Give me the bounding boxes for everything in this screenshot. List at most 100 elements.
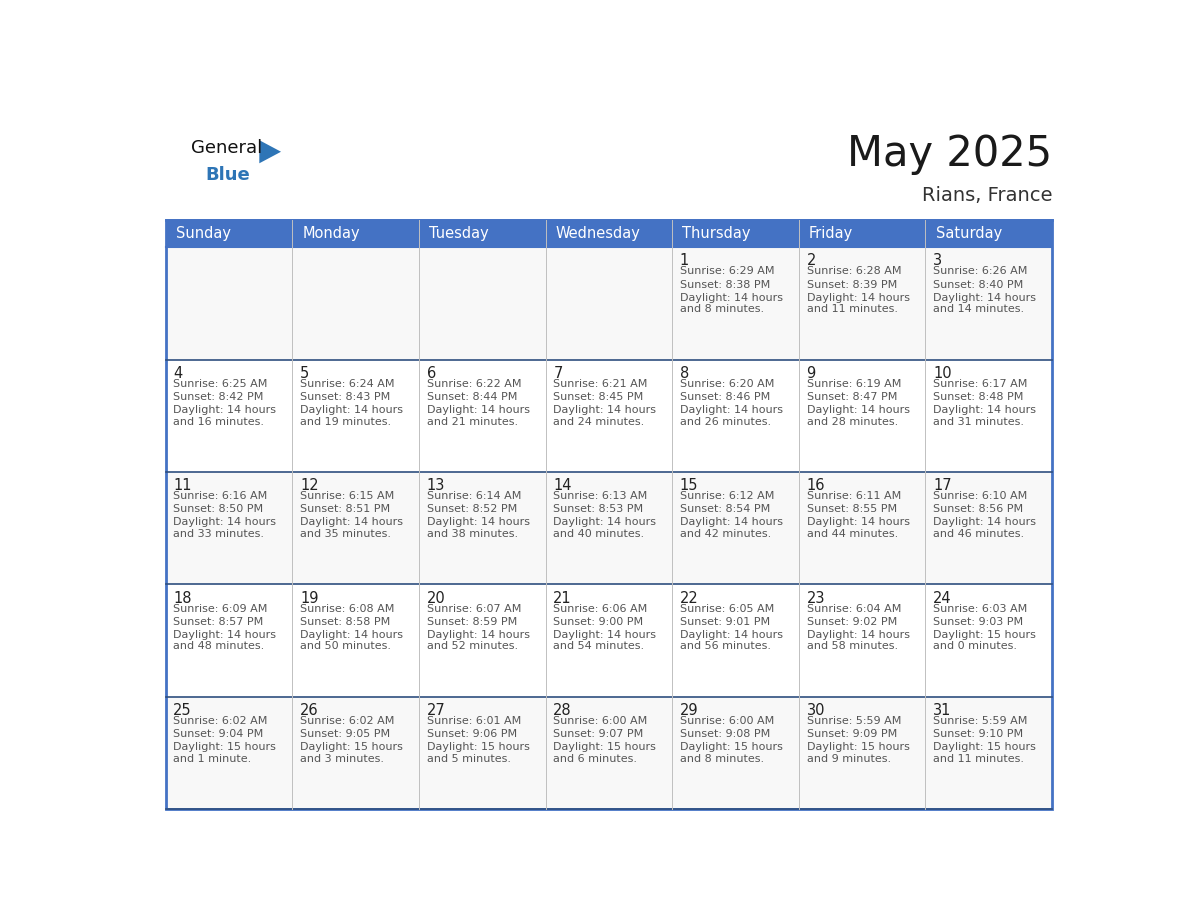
Bar <box>419 360 545 472</box>
Text: General: General <box>191 140 263 157</box>
Bar <box>165 219 1053 247</box>
Text: 8: 8 <box>680 365 689 381</box>
Text: Daylight: 14 hours: Daylight: 14 hours <box>807 518 910 528</box>
Text: 11: 11 <box>173 478 191 493</box>
Text: Daylight: 14 hours: Daylight: 14 hours <box>680 405 783 415</box>
Bar <box>165 360 292 472</box>
Text: 12: 12 <box>299 478 318 493</box>
Text: Sunrise: 6:17 AM: Sunrise: 6:17 AM <box>934 379 1028 389</box>
Text: Sunrise: 6:22 AM: Sunrise: 6:22 AM <box>426 379 522 389</box>
Text: Daylight: 15 hours: Daylight: 15 hours <box>426 743 530 753</box>
Text: Sunrise: 6:16 AM: Sunrise: 6:16 AM <box>173 491 267 501</box>
Text: 26: 26 <box>299 703 318 718</box>
Text: 28: 28 <box>554 703 571 718</box>
Text: Rians, France: Rians, France <box>922 185 1053 205</box>
Text: 4: 4 <box>173 365 183 381</box>
Text: 27: 27 <box>426 703 446 718</box>
Bar <box>292 697 419 810</box>
Text: Sunrise: 6:02 AM: Sunrise: 6:02 AM <box>299 716 394 726</box>
Text: 13: 13 <box>426 478 446 493</box>
Text: 22: 22 <box>680 590 699 606</box>
Text: Daylight: 14 hours: Daylight: 14 hours <box>807 630 910 640</box>
Bar <box>419 247 545 360</box>
Text: and 58 minutes.: and 58 minutes. <box>807 642 898 652</box>
Text: May 2025: May 2025 <box>847 133 1053 175</box>
Text: Sunset: 9:05 PM: Sunset: 9:05 PM <box>299 729 390 739</box>
Text: 9: 9 <box>807 365 816 381</box>
Text: 19: 19 <box>299 590 318 606</box>
Text: Sunrise: 6:10 AM: Sunrise: 6:10 AM <box>934 491 1028 501</box>
Text: Sunset: 8:58 PM: Sunset: 8:58 PM <box>299 617 390 627</box>
Text: Sunrise: 5:59 AM: Sunrise: 5:59 AM <box>934 716 1028 726</box>
Text: Daylight: 14 hours: Daylight: 14 hours <box>173 405 277 415</box>
Text: Sunrise: 6:00 AM: Sunrise: 6:00 AM <box>554 716 647 726</box>
Text: and 1 minute.: and 1 minute. <box>173 754 252 764</box>
Text: Daylight: 15 hours: Daylight: 15 hours <box>807 743 910 753</box>
Text: Daylight: 14 hours: Daylight: 14 hours <box>934 293 1036 303</box>
Bar <box>798 247 925 360</box>
Bar <box>672 585 798 697</box>
Text: Sunrise: 6:21 AM: Sunrise: 6:21 AM <box>554 379 647 389</box>
Text: and 46 minutes.: and 46 minutes. <box>934 529 1024 539</box>
Text: Sunset: 8:40 PM: Sunset: 8:40 PM <box>934 280 1024 289</box>
Text: Daylight: 14 hours: Daylight: 14 hours <box>680 518 783 528</box>
Bar <box>925 247 1053 360</box>
Text: Sunrise: 6:12 AM: Sunrise: 6:12 AM <box>680 491 775 501</box>
Text: Sunset: 8:51 PM: Sunset: 8:51 PM <box>299 504 390 514</box>
Text: Daylight: 14 hours: Daylight: 14 hours <box>173 630 277 640</box>
Text: 31: 31 <box>934 703 952 718</box>
Text: and 11 minutes.: and 11 minutes. <box>934 754 1024 764</box>
Text: Sunset: 9:03 PM: Sunset: 9:03 PM <box>934 617 1023 627</box>
Text: Sunset: 9:10 PM: Sunset: 9:10 PM <box>934 729 1023 739</box>
Text: Daylight: 15 hours: Daylight: 15 hours <box>680 743 783 753</box>
Text: Daylight: 14 hours: Daylight: 14 hours <box>807 405 910 415</box>
Text: 14: 14 <box>554 478 571 493</box>
Text: Sunrise: 6:09 AM: Sunrise: 6:09 AM <box>173 604 267 614</box>
Text: Daylight: 15 hours: Daylight: 15 hours <box>299 743 403 753</box>
Bar <box>798 697 925 810</box>
Text: 18: 18 <box>173 590 191 606</box>
Text: Sunset: 9:07 PM: Sunset: 9:07 PM <box>554 729 644 739</box>
Text: Sunset: 9:06 PM: Sunset: 9:06 PM <box>426 729 517 739</box>
Text: Sunset: 9:02 PM: Sunset: 9:02 PM <box>807 617 897 627</box>
Bar <box>545 247 672 360</box>
Bar <box>419 585 545 697</box>
Text: Thursday: Thursday <box>682 226 751 241</box>
Text: and 24 minutes.: and 24 minutes. <box>554 417 645 427</box>
Text: and 6 minutes.: and 6 minutes. <box>554 754 637 764</box>
Text: Monday: Monday <box>302 226 360 241</box>
Bar <box>925 697 1053 810</box>
Text: Sunrise: 6:14 AM: Sunrise: 6:14 AM <box>426 491 522 501</box>
Text: Sunset: 8:46 PM: Sunset: 8:46 PM <box>680 392 770 402</box>
Text: and 0 minutes.: and 0 minutes. <box>934 642 1017 652</box>
Text: Saturday: Saturday <box>936 226 1001 241</box>
Text: Sunset: 9:09 PM: Sunset: 9:09 PM <box>807 729 897 739</box>
Text: Daylight: 14 hours: Daylight: 14 hours <box>934 405 1036 415</box>
Text: Sunrise: 6:03 AM: Sunrise: 6:03 AM <box>934 604 1028 614</box>
Bar <box>925 585 1053 697</box>
Text: and 5 minutes.: and 5 minutes. <box>426 754 511 764</box>
Bar <box>925 472 1053 585</box>
Text: Blue: Blue <box>206 165 249 184</box>
Text: Daylight: 14 hours: Daylight: 14 hours <box>299 630 403 640</box>
Bar <box>165 472 292 585</box>
Text: and 21 minutes.: and 21 minutes. <box>426 417 518 427</box>
Text: 24: 24 <box>934 590 952 606</box>
Text: Sunset: 9:04 PM: Sunset: 9:04 PM <box>173 729 264 739</box>
Text: Sunset: 8:45 PM: Sunset: 8:45 PM <box>554 392 644 402</box>
Text: and 16 minutes.: and 16 minutes. <box>173 417 264 427</box>
Text: Daylight: 14 hours: Daylight: 14 hours <box>173 518 277 528</box>
Bar <box>165 247 292 360</box>
Text: Sunrise: 6:13 AM: Sunrise: 6:13 AM <box>554 491 647 501</box>
Text: Daylight: 15 hours: Daylight: 15 hours <box>934 743 1036 753</box>
Text: and 28 minutes.: and 28 minutes. <box>807 417 898 427</box>
Text: Sunrise: 5:59 AM: Sunrise: 5:59 AM <box>807 716 901 726</box>
Text: 23: 23 <box>807 590 826 606</box>
Text: and 54 minutes.: and 54 minutes. <box>554 642 644 652</box>
Text: Sunset: 8:39 PM: Sunset: 8:39 PM <box>807 280 897 289</box>
Text: Sunrise: 6:04 AM: Sunrise: 6:04 AM <box>807 604 901 614</box>
Text: 16: 16 <box>807 478 826 493</box>
Text: and 31 minutes.: and 31 minutes. <box>934 417 1024 427</box>
Text: Daylight: 15 hours: Daylight: 15 hours <box>934 630 1036 640</box>
Text: and 50 minutes.: and 50 minutes. <box>299 642 391 652</box>
